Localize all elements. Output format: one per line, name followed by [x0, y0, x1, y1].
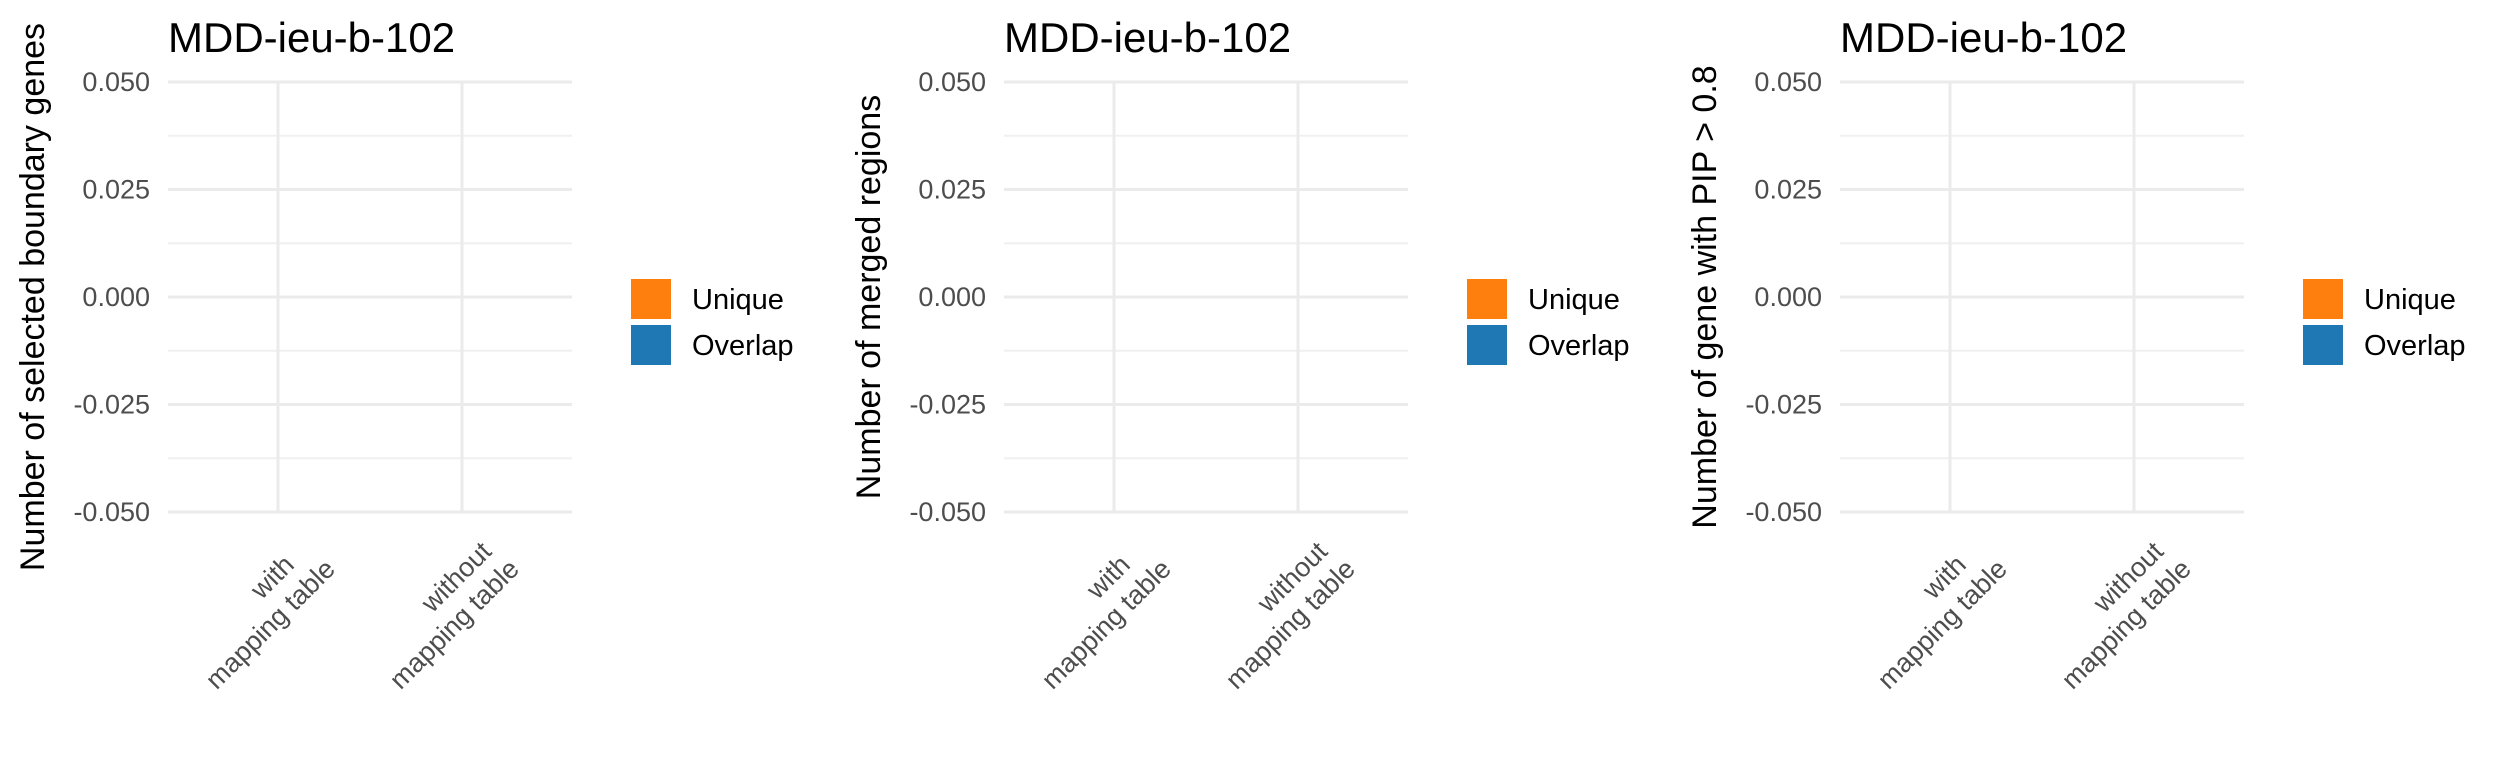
- x-tick-label: withoutmapping table: [361, 531, 525, 695]
- chart-title: MDD-ieu-b-102: [1004, 14, 1291, 61]
- y-tick-label: -0.050: [1745, 497, 1822, 527]
- chart-title: MDD-ieu-b-102: [1840, 14, 2127, 61]
- legend-swatch-unique: [629, 277, 673, 321]
- legend-label-overlap: Overlap: [692, 330, 794, 362]
- legend-label-overlap: Overlap: [1528, 330, 1630, 362]
- legend-label-unique: Unique: [1528, 284, 1620, 316]
- y-tick-label: -0.050: [909, 497, 986, 527]
- y-tick-label: 0.000: [918, 282, 986, 312]
- legend-swatch-overlap: [629, 323, 673, 367]
- y-tick-label: -0.025: [909, 390, 986, 420]
- y-axis-label: Number of merged regions: [850, 95, 888, 499]
- x-tick-label: withoutmapping table: [1197, 531, 1361, 695]
- chart-panel-2: 0.050 0.025 0.000 -0.025 -0.050 withmapping t…: [850, 14, 1630, 695]
- legend-label-unique: Unique: [692, 284, 784, 316]
- y-axis-label: Number of gene with PIP > 0.8: [1686, 65, 1724, 528]
- y-tick-label: -0.025: [1745, 390, 1822, 420]
- y-tick-label: 0.000: [82, 282, 150, 312]
- y-tick-label: 0.050: [918, 67, 986, 97]
- y-tick-label: 0.025: [1754, 175, 1822, 205]
- y-tick-label: 0.050: [1754, 67, 1822, 97]
- legend-label-overlap: Overlap: [2364, 330, 2466, 362]
- legend-label-unique: Unique: [2364, 284, 2456, 316]
- x-tick-label: withmapping table: [177, 531, 341, 695]
- y-tick-label: 0.025: [918, 175, 986, 205]
- x-tick-label: withoutmapping table: [2033, 531, 2197, 695]
- chart-panel-1: 0.050 0.025 0.000 -0.025 -0.050 withmapping t…: [14, 14, 794, 695]
- y-tick-label: -0.050: [73, 497, 150, 527]
- legend-swatch-overlap: [2301, 323, 2345, 367]
- legend-swatch-overlap: [1465, 323, 1509, 367]
- y-tick-label: 0.000: [1754, 282, 1822, 312]
- legend: Unique Overlap: [1465, 277, 1630, 367]
- y-tick-label: 0.050: [82, 67, 150, 97]
- y-tick-label: 0.025: [82, 175, 150, 205]
- legend: Unique Overlap: [2301, 277, 2466, 367]
- x-tick-label: withmapping table: [1849, 531, 2013, 695]
- legend-swatch-unique: [1465, 277, 1509, 321]
- y-tick-label: -0.025: [73, 390, 150, 420]
- chart-panel-3: 0.050 0.025 0.000 -0.025 -0.050 withmapping t…: [1686, 14, 2466, 695]
- chart-title: MDD-ieu-b-102: [168, 14, 455, 61]
- legend: Unique Overlap: [629, 277, 794, 367]
- y-axis-label: Number of selected boundary genes: [14, 23, 52, 571]
- x-tick-label: withmapping table: [1013, 531, 1177, 695]
- legend-swatch-unique: [2301, 277, 2345, 321]
